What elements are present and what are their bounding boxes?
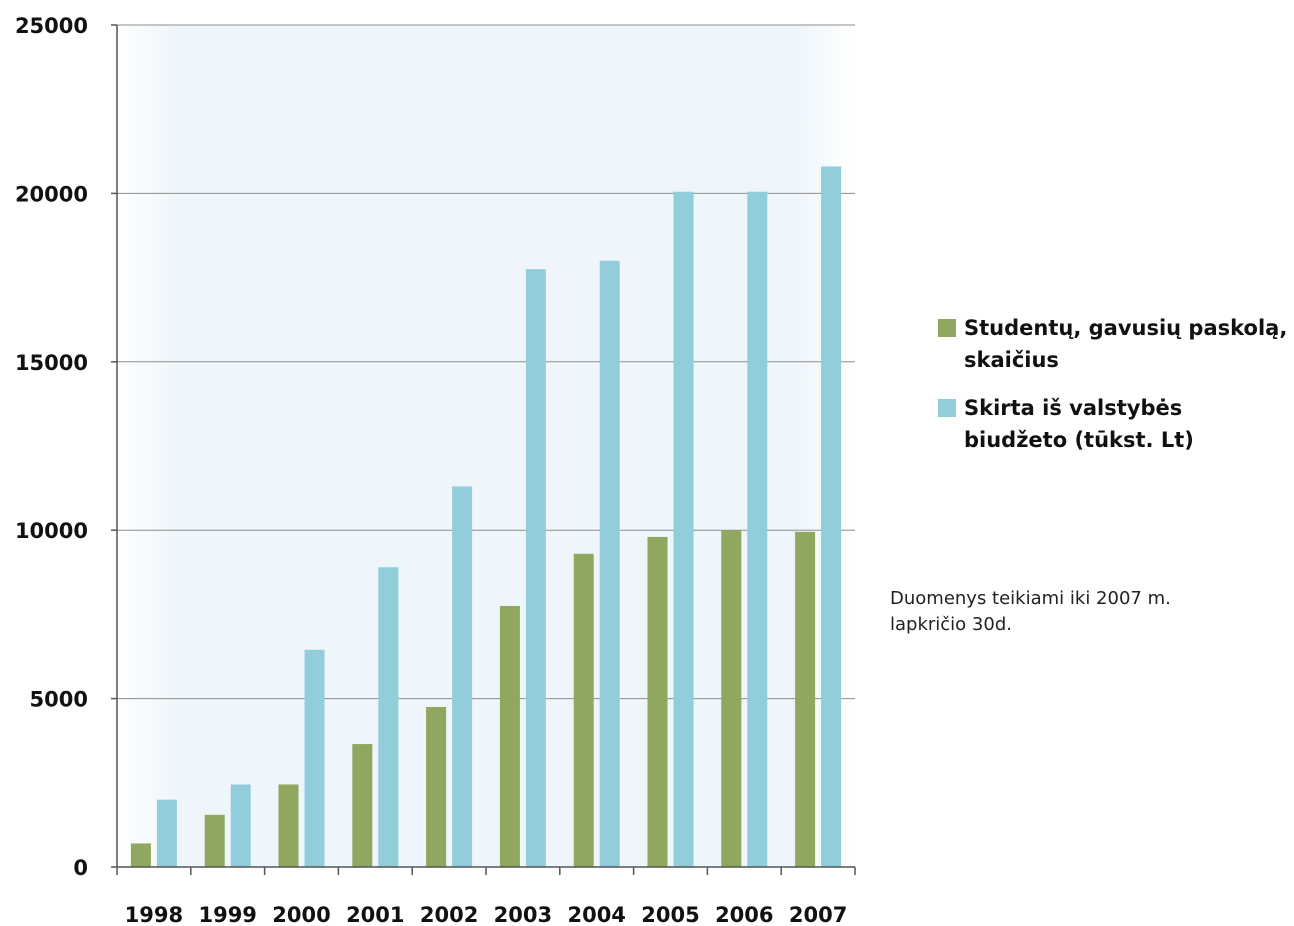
bar-budget-2005	[673, 191, 694, 867]
x-axis-tick-labels: 1998 1999 2000 2001 2002 2003 2004 2005 …	[125, 903, 848, 926]
x-tick-label: 2002	[420, 903, 478, 926]
bar-budget-2004	[599, 260, 620, 867]
x-tick-label: 2004	[567, 903, 625, 926]
bar-students-1999	[204, 814, 225, 867]
bar-budget-2002	[452, 486, 473, 867]
legend-label-budget: Skirta iš valstybės biudžeto (tūkst. Lt)	[964, 396, 1194, 452]
x-tick-label: 1999	[198, 903, 256, 926]
legend-label-students: Studentų, gavusių paskolą, skaičius	[964, 316, 1288, 372]
x-tick-label: 1998	[125, 903, 183, 926]
bar-budget-2003	[525, 269, 546, 867]
legend-swatch-budget	[938, 399, 956, 417]
bar-students-2004	[573, 553, 594, 867]
y-tick-label: 25000	[15, 14, 88, 38]
data-note: Duomenys teikiami iki 2007 m. lapkričio …	[890, 588, 1171, 635]
x-tick-label: 2005	[641, 903, 699, 926]
bar-budget-2007	[821, 166, 842, 867]
legend-item-students: Studentų, gavusių paskolą, skaičius	[938, 312, 1288, 376]
y-tick-label: 20000	[15, 182, 88, 206]
bars	[130, 166, 842, 867]
y-tick-label: 10000	[15, 519, 88, 543]
bar-students-2006	[721, 530, 742, 867]
legend: Studentų, gavusių paskolą, skaičius Skir…	[938, 312, 1288, 472]
legend-swatch-students	[938, 319, 956, 337]
bar-budget-1998	[156, 799, 177, 867]
y-tick-label: 15000	[15, 351, 88, 375]
y-tick-label: 5000	[30, 688, 88, 712]
bar-students-1998	[130, 843, 151, 867]
y-tick-label: 0	[73, 856, 88, 880]
bar-students-2007	[795, 531, 816, 867]
bar-budget-2006	[747, 191, 768, 867]
x-tick-label: 2000	[272, 903, 330, 926]
bar-students-2003	[499, 605, 520, 867]
bar-students-2000	[278, 784, 299, 867]
x-tick-label: 2006	[715, 903, 773, 926]
axes	[111, 24, 856, 875]
bar-students-2005	[647, 536, 668, 867]
bar-budget-2001	[378, 567, 399, 867]
legend-item-budget: Skirta iš valstybės biudžeto (tūkst. Lt)	[938, 392, 1288, 456]
y-axis-tick-labels: 0 5000 10000 15000 20000 25000	[15, 14, 88, 880]
bar-budget-2000	[304, 649, 325, 867]
plot-area	[117, 25, 855, 867]
x-tick-label: 2007	[789, 903, 847, 926]
x-tick-label: 2001	[346, 903, 404, 926]
bar-students-2002	[426, 707, 447, 867]
bar-students-2001	[352, 744, 373, 867]
x-tick-label: 2003	[494, 903, 552, 926]
bar-budget-1999	[230, 784, 251, 867]
